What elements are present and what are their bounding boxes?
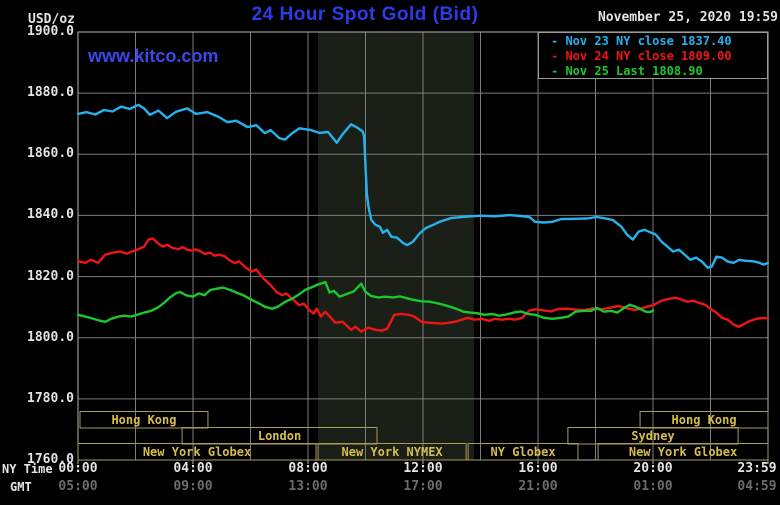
x-tick-label-ny: 23:59 [737,461,777,476]
y-tick-label: 1820.0 [27,268,74,284]
x-tick-label-gmt: 09:00 [173,479,213,494]
y-tick-label: 1780.0 [27,390,74,406]
x-tick-label-ny: 00:00 [58,461,98,476]
session-box [467,443,579,461]
session-label: New York Globex [629,445,737,459]
session-box [317,443,467,461]
x-tick-label-gmt: 13:00 [288,479,328,494]
legend-item-nov24: - Nov 24 NY close 1809.00 [551,49,732,63]
nymex-session-band [318,32,474,460]
gmt-caption: GMT [10,480,32,494]
session-label: Hong Kong [672,413,737,427]
x-tick-label-ny: 20:00 [633,461,673,476]
session-label: Sydney [631,429,674,443]
y-tick-label: 1880.0 [27,85,74,101]
session-label: New York Globex [143,445,251,459]
series-nov-24 [76,237,770,333]
session-box [597,443,769,461]
legend-item-nov23: - Nov 23 NY close 1837.40 [551,34,732,48]
ny-time-caption: NY Time [2,462,53,476]
legend-box: - Nov 23 NY close 1837.40 - Nov 24 NY cl… [538,32,768,79]
x-tick-label-gmt: 05:00 [58,479,98,494]
session-label: NY Globex [491,445,556,459]
x-tick-label-gmt: 01:00 [633,479,673,494]
session-label: New York NYMEX [342,445,444,459]
kitco-watermark: www.kitco.com [88,46,219,66]
y-tick-label: 1900.0 [27,24,74,39]
y-tick-label: 1760.0 [27,452,74,467]
session-label: London [258,429,301,443]
x-tick-label-gmt: 17:00 [403,479,443,494]
x-tick-label-ny: 16:00 [518,461,558,476]
session-box [77,443,317,461]
series-nov-25 [76,280,655,323]
y-tick-label: 1800.0 [27,329,74,345]
session-box [79,411,209,429]
x-tick-label-ny: 08:00 [288,461,328,476]
y-tick-label: 1860.0 [27,146,74,162]
x-tick-label-ny: 12:00 [403,461,443,476]
series-nov-23 [76,103,770,269]
page-title: 24 Hour Spot Gold (Bid) [251,4,479,25]
x-tick-label-gmt: 04:59 [737,479,777,494]
y-tick-label: 1840.0 [27,207,74,223]
x-tick-label-ny: 04:00 [173,461,213,476]
session-label: Hong Kong [111,413,176,427]
legend-item-nov25: - Nov 25 Last 1808.90 [551,64,703,78]
units-label: USD/oz [28,12,75,27]
datetime-label: November 25, 2020 19:59 [597,10,778,25]
x-tick-label-gmt: 21:00 [518,479,558,494]
